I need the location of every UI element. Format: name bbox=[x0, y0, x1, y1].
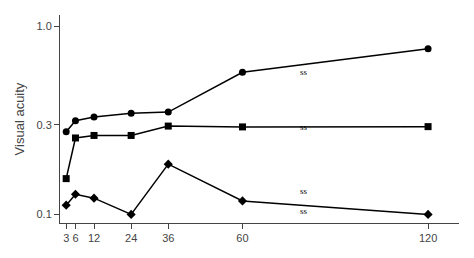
svg-text:ss: ss bbox=[300, 122, 308, 132]
svg-text:0.3: 0.3 bbox=[37, 119, 52, 131]
svg-text:Visual acuity: Visual acuity bbox=[12, 82, 27, 155]
svg-text:ss: ss bbox=[300, 67, 308, 77]
svg-text:ss: ss bbox=[300, 206, 308, 216]
svg-text:36: 36 bbox=[162, 232, 174, 244]
svg-text:1.0: 1.0 bbox=[37, 20, 52, 32]
svg-text:6: 6 bbox=[72, 232, 78, 244]
svg-text:120: 120 bbox=[419, 232, 437, 244]
svg-text:0.1: 0.1 bbox=[37, 208, 52, 220]
svg-text:3: 3 bbox=[63, 232, 69, 244]
svg-text:ss: ss bbox=[300, 186, 308, 196]
svg-text:60: 60 bbox=[236, 232, 248, 244]
svg-text:24: 24 bbox=[125, 232, 137, 244]
svg-text:12: 12 bbox=[88, 232, 100, 244]
